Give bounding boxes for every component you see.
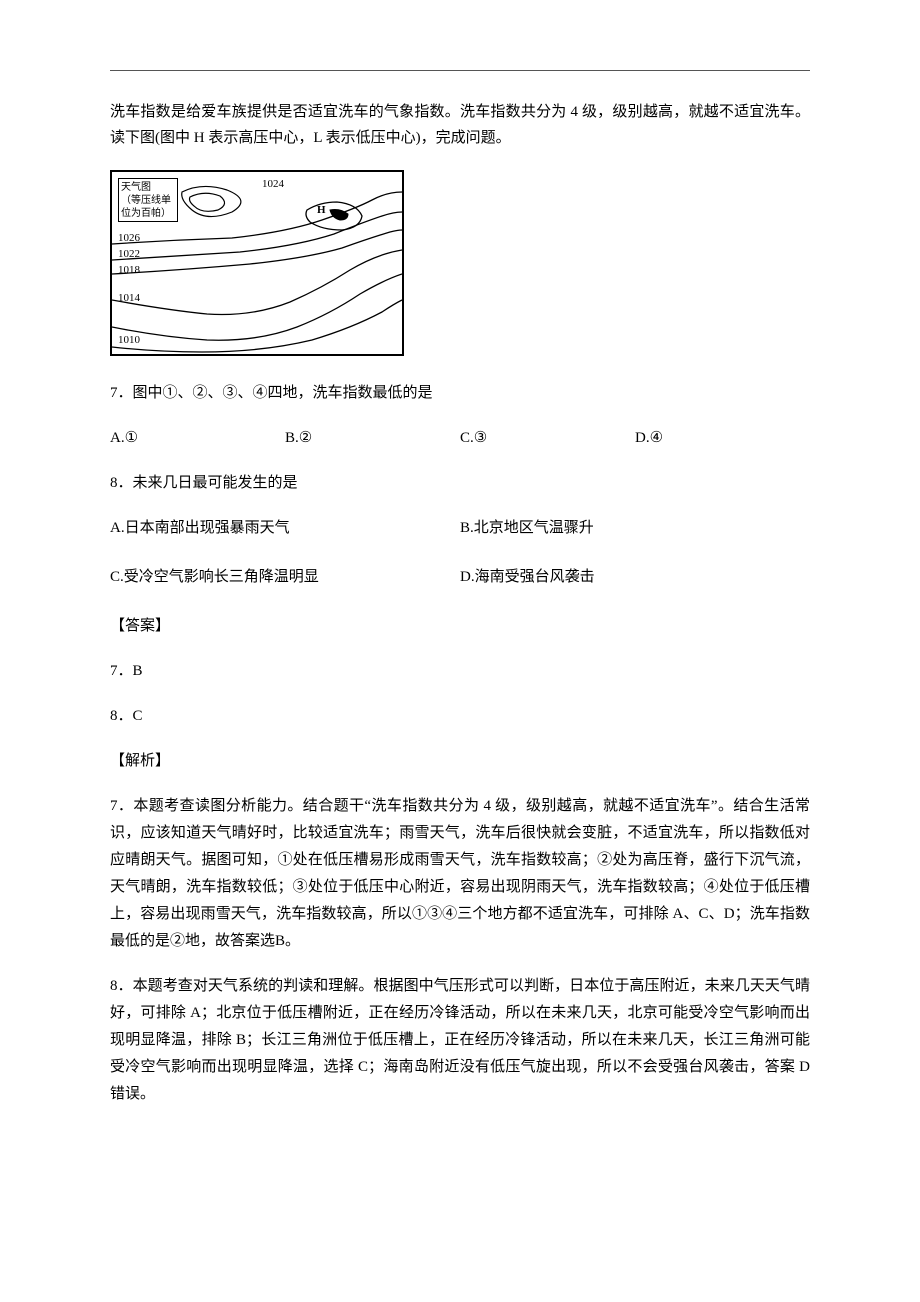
intro-paragraph: 洗车指数是给爱车族提供是否适宜洗车的气象指数。洗车指数共分为 4 级，级别越高，… bbox=[110, 99, 810, 152]
answer-label: 【答案】 bbox=[110, 613, 810, 640]
high-pressure-label: H bbox=[317, 204, 326, 216]
q8-choice-b: B.北京地区气温骤升 bbox=[460, 515, 810, 542]
isobar-label: 1024 bbox=[262, 178, 284, 190]
isobar-label: 1026 bbox=[118, 232, 140, 244]
isobar-label: 1014 bbox=[118, 292, 140, 304]
q8-choices-cd: C.受冷空气影响长三角降温明显 D.海南受强台风袭击 bbox=[110, 564, 810, 591]
q7-choices: A.① B.② C.③ D.④ bbox=[110, 425, 810, 452]
answer-q8: 8．C bbox=[110, 703, 810, 730]
q7-choice-b: B.② bbox=[285, 425, 460, 452]
q7-choice-d: D.④ bbox=[635, 425, 810, 452]
q8-stem: 8．未来几日最可能发生的是 bbox=[110, 470, 810, 497]
q7-stem: 7．图中①、②、③、④四地，洗车指数最低的是 bbox=[110, 380, 810, 407]
legend-line-1: 天气图 bbox=[121, 181, 175, 194]
isobar-label: 1018 bbox=[118, 264, 140, 276]
answer-q7: 7．B bbox=[110, 658, 810, 685]
figure-legend-box: 天气图 （等压线单 位为百帕） bbox=[118, 178, 178, 222]
q8-choice-c: C.受冷空气影响长三角降温明显 bbox=[110, 564, 460, 591]
legend-line-2: （等压线单 bbox=[121, 194, 175, 207]
isobar-label: 1010 bbox=[118, 334, 140, 346]
explain-label: 【解析】 bbox=[110, 748, 810, 775]
isobar-label: 1022 bbox=[118, 248, 140, 260]
legend-line-3: 位为百帕） bbox=[121, 207, 175, 220]
document-page: 洗车指数是给爱车族提供是否适宜洗车的气象指数。洗车指数共分为 4 级，级别越高，… bbox=[0, 0, 920, 1302]
q8-choice-d: D.海南受强台风袭击 bbox=[460, 564, 810, 591]
q8-choices-ab: A.日本南部出现强暴雨天气 B.北京地区气温骤升 bbox=[110, 515, 810, 542]
weather-map-figure: 天气图 （等压线单 位为百帕） 1026 1022 1018 1014 1010… bbox=[110, 170, 404, 356]
top-rule bbox=[110, 70, 810, 71]
explain-q8: 8．本题考查对天气系统的判读和理解。根据图中气压形式可以判断，日本位于高压附近，… bbox=[110, 973, 810, 1108]
q8-choice-a: A.日本南部出现强暴雨天气 bbox=[110, 515, 460, 542]
explain-q7: 7．本题考查读图分析能力。结合题干“洗车指数共分为 4 级，级别越高，就越不适宜… bbox=[110, 793, 810, 955]
q7-choice-c: C.③ bbox=[460, 425, 635, 452]
q7-choice-a: A.① bbox=[110, 425, 285, 452]
